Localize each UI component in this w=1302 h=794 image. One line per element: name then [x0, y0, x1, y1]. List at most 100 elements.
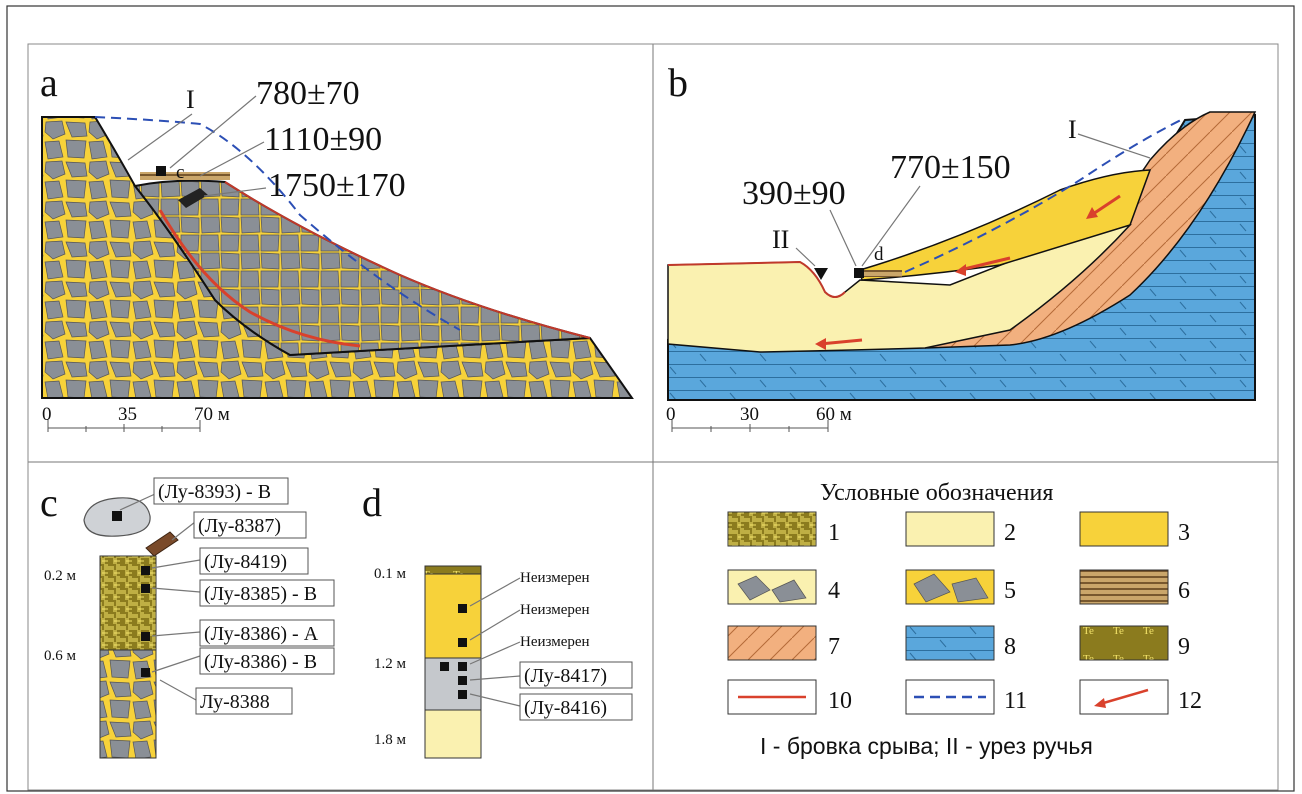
panel-d-column-pale [424, 709, 482, 759]
panel-d-sample-label-2: (Лу-8416) [524, 697, 607, 719]
legend-swatch-2 [905, 511, 995, 547]
panel-c-sample-box-1 [153, 477, 289, 505]
panel-a-buried-log [178, 188, 208, 208]
panel-a-date-3: 1750±170 [268, 167, 406, 204]
legend-swatch-6 [1079, 569, 1169, 605]
panel-a-sample-mark: c [176, 162, 184, 183]
panel-c-sample-box-6 [199, 647, 335, 675]
panel-b-date-1: 390±90 [742, 175, 846, 212]
panel-d-column-gray [424, 657, 482, 711]
panel-b-scale-tick-1: 30 [740, 404, 759, 425]
legend-caption: I - бровка срыва; II - урез ручья [760, 733, 1093, 759]
panel-d-sample-box-1 [519, 661, 633, 689]
panel-a-scale-tick-1: 35 [118, 404, 137, 425]
panel-d-sample-4 [458, 662, 467, 671]
panel-d-unmeasured-1: Неизмерен [520, 570, 590, 586]
inner-border [27, 43, 1279, 791]
panel-a-surface-line [224, 181, 591, 339]
legend-swatch-8 [905, 625, 995, 661]
panel-a-date-1-leader [169, 95, 257, 169]
legend-swatch-12-arrow-shaft [1099, 688, 1149, 706]
panel-c-sample-box-2 [193, 511, 307, 539]
panel-a-letter: a [40, 60, 58, 105]
legend-swatch-1 [727, 511, 817, 547]
panel-d-sample-label-1: (Лу-8417) [524, 665, 607, 687]
panel-d-depth-2: 1.2 м [374, 656, 407, 672]
panel-c-sample-1 [112, 511, 122, 521]
legend-num-3: 3 [1178, 520, 1190, 546]
panel-d-sample-2 [458, 638, 467, 647]
panel-c-labels [119, 493, 201, 701]
panel-c-sample-label-2: (Лу-8387) [198, 515, 281, 537]
legend-num-5: 5 [1004, 578, 1016, 604]
panel-b-slide-arrow-2-head [815, 338, 826, 350]
panel-d-unmeasured-2: Неизмерен [520, 602, 590, 618]
panel-b-slide-arrow-1-head [955, 264, 966, 276]
panel-c-sample-box-5 [199, 619, 335, 647]
panel-b-scarp-label: I [1068, 115, 1077, 144]
legend-num-12: 12 [1178, 688, 1202, 714]
panel-d-sample-1 [458, 604, 467, 613]
panel-c-depth-1: 0.2 м [44, 568, 77, 584]
panel-d-column-yellow [424, 573, 482, 659]
panel-b-surface-line [667, 260, 846, 298]
legend-swatch-4-block-b [771, 579, 807, 603]
panel-a-scale-tick-2: 70 м [194, 404, 230, 425]
panel-c-letter: c [40, 480, 58, 525]
panel-c-sample-label-5: (Лу-8386) - А [204, 623, 319, 645]
panel-b-scale-bar: 0 30 60 м [666, 404, 852, 432]
panel-c-sample-box-7 [195, 687, 293, 715]
panel-b-slide-arrow-3-head [1086, 207, 1098, 219]
panel-c-sample-box-4 [199, 579, 335, 607]
panel-c-sample-4 [141, 632, 150, 641]
panel-a-peat-layer [140, 172, 230, 180]
panel-c-sample-label-4: (Лу-8385) - В [204, 583, 317, 605]
panel-c-column-blocks [99, 649, 157, 759]
panel-c-sample-5 [141, 668, 150, 677]
panel-c-depth-2: 0.6 м [44, 648, 77, 664]
panel-c-sample-label-6: (Лу-8386) - В [204, 651, 317, 673]
panel-a-former-surface [94, 116, 461, 331]
panel-b-former-surface [904, 117, 1186, 273]
legend-num-1: 1 [828, 520, 840, 546]
panel-d-sample-6 [458, 690, 467, 699]
panel-b-date-1-leader [829, 209, 857, 267]
panel-b-stream-marker [814, 268, 828, 280]
legend-num-6: 6 [1178, 578, 1190, 604]
panel-a: a I c 780±70 1110±90 1750±170 0 35 70 м [40, 60, 634, 432]
panel-a-sliding-surface [158, 209, 361, 348]
panel-a-sample-point [156, 166, 166, 176]
panel-c-sample-label-1: (Лу-8393) - В [158, 481, 271, 503]
panel-a-scale-bar: 0 35 70 м [42, 404, 230, 432]
panel-b: b I II d 390±90 770±150 0 30 60 м [666, 60, 1257, 432]
legend-swatch-7 [727, 625, 817, 661]
panel-b-slide-arrow-1 [959, 256, 1011, 272]
panel-b-sample-mark: d [874, 244, 884, 265]
panel-d-sample-3 [440, 662, 449, 671]
panel-c-sample-label-7: Лу-8388 [200, 691, 270, 713]
legend: Условные обозначения 1 2 3 4 5 6 7 8 9 1… [727, 480, 1202, 759]
panel-c-sample-3 [141, 584, 150, 593]
panel-b-date-2: 770±150 [890, 149, 1011, 186]
panel-b-date-2-leader [861, 185, 921, 267]
panel-c-sample-label-3: (Лу-8419) [204, 551, 287, 573]
panel-b-sample-point [854, 268, 864, 278]
panel-d-unmeasured-3: Неизмерен [520, 634, 590, 650]
panel-b-fill-yellow [859, 169, 1152, 281]
legend-num-4: 4 [828, 578, 840, 604]
legend-swatch-12-arrow-head [1094, 698, 1106, 708]
legend-swatch-4-block-a [737, 575, 771, 601]
panel-b-stream-leader [795, 247, 816, 267]
panel-b-scarp-leader [1077, 133, 1151, 159]
panel-d-sample-box-2 [519, 693, 633, 721]
panel-b-scale-tick-0: 0 [666, 404, 676, 425]
panel-d-letter: d [362, 480, 382, 525]
legend-num-2: 2 [1004, 520, 1016, 546]
panel-b-stream-label: II [772, 225, 789, 254]
legend-swatch-5-block-b [951, 577, 989, 603]
panel-b-scale-tick-2: 60 м [816, 404, 852, 425]
legend-num-7: 7 [828, 634, 840, 660]
legend-num-8: 8 [1004, 634, 1016, 660]
panel-d: d 0.1 м 1.2 м 1.8 м Неизмерен Неизмерен … [362, 480, 633, 759]
